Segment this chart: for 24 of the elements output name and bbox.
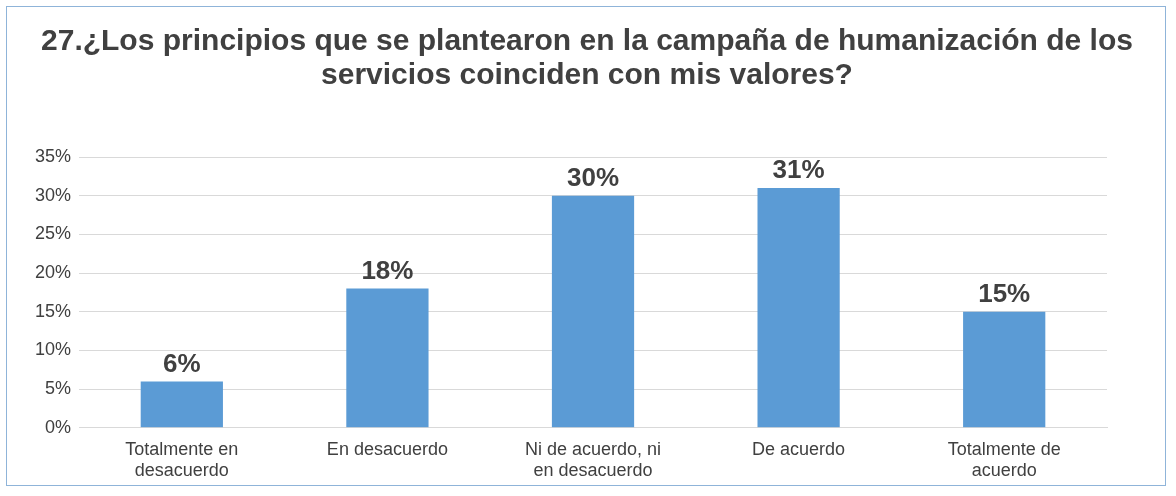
bar xyxy=(140,381,223,428)
data-label: 30% xyxy=(566,161,620,192)
y-tick-label: 35% xyxy=(35,145,72,166)
x-tick-label: Totalmente en desacuerdo xyxy=(125,438,239,481)
data-label: 18% xyxy=(361,254,414,285)
bar xyxy=(346,288,429,428)
y-tick-label: 0% xyxy=(45,416,72,437)
x-tick-label: De acuerdo xyxy=(752,438,846,459)
x-tick-label: Totalmente de acuerdo xyxy=(947,438,1061,481)
bar xyxy=(963,311,1046,428)
y-tick-label: 15% xyxy=(35,300,72,321)
y-tick-label: 25% xyxy=(35,223,72,244)
y-tick-label: 10% xyxy=(35,339,72,360)
data-label: 6% xyxy=(163,347,201,378)
data-label: 31% xyxy=(772,154,825,185)
chart-title: 27.¿Los principios que se plantearon en la campaña de humanización de los servicios coinciden con mis valores? xyxy=(40,23,1134,91)
y-tick-label: 5% xyxy=(45,378,72,399)
bar xyxy=(757,187,840,428)
y-tick-label: 20% xyxy=(35,262,72,283)
bar xyxy=(551,195,635,428)
x-tick-label: Ni de acuerdo, ni en desacuerdo xyxy=(524,438,662,481)
x-tick-label: En desacuerdo xyxy=(326,438,448,459)
data-label: 15% xyxy=(978,277,1031,308)
y-tick-label: 30% xyxy=(35,184,72,205)
